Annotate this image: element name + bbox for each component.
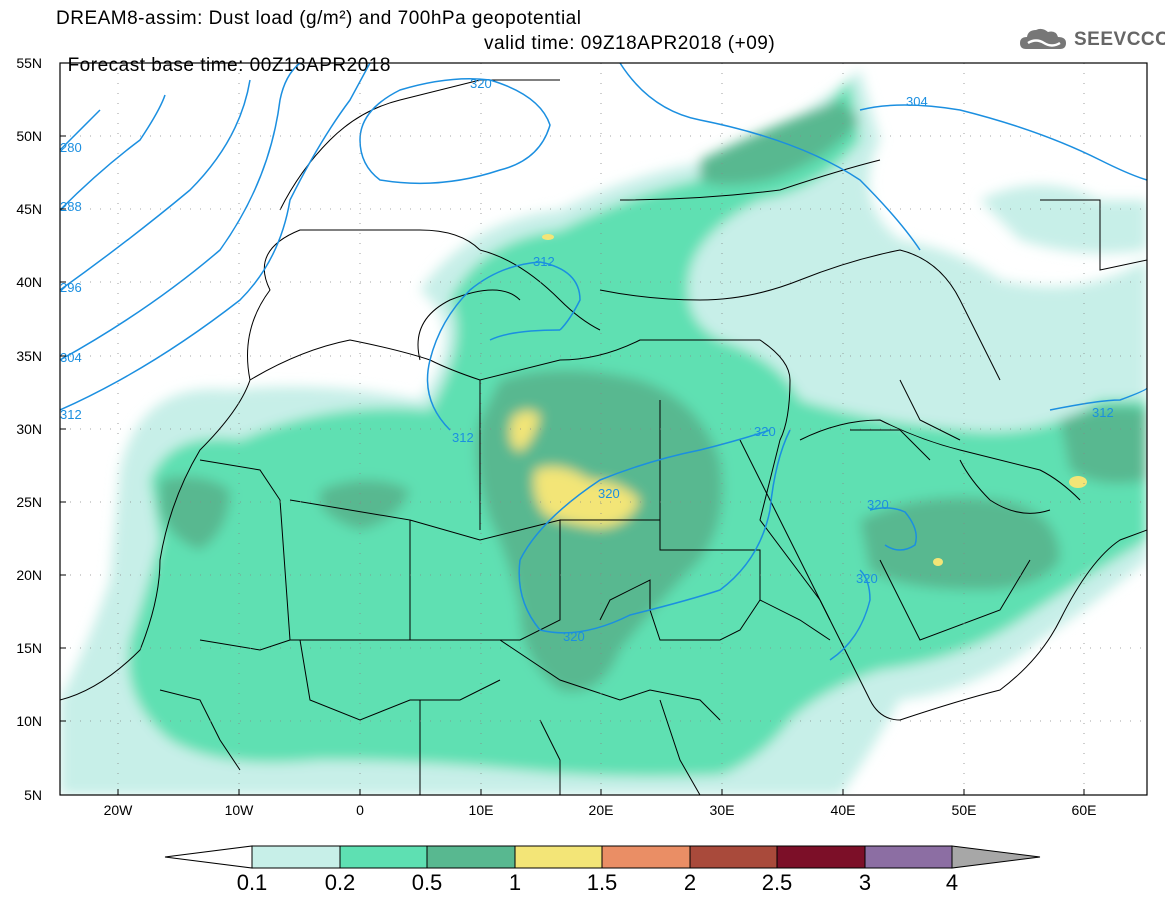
gridlines — [60, 63, 1147, 795]
colorbar-label: 0.5 — [411, 870, 443, 895]
lon-label: 30E — [710, 802, 735, 818]
contour-label: 304 — [60, 350, 82, 365]
base-time: Forecast base time: 00Z18APR2018 — [67, 55, 391, 76]
lat-label: 35N — [16, 348, 42, 364]
dust-field-yellow — [509, 410, 540, 452]
contour-label: 312 — [60, 407, 82, 422]
coastlines-and-borders — [60, 79, 1147, 795]
contour-label: 312 — [533, 254, 555, 269]
colorbar-high-arrow — [951, 845, 1041, 869]
contour-label: 288 — [60, 199, 82, 214]
dust-field-dark — [476, 370, 723, 692]
colorbar-swatch — [601, 845, 691, 869]
contour-label-group: 320 304 312 320 312 312 320 320 320 320 … — [60, 76, 1114, 644]
colorbar-swatch — [864, 845, 953, 869]
lat-label: 20N — [16, 567, 42, 583]
colorbar-label: 3 — [858, 870, 872, 895]
contour-label: 312 — [1092, 405, 1114, 420]
cloud-logo-icon — [1020, 28, 1066, 49]
lon-label: 10W — [225, 802, 255, 818]
lat-label: 55N — [16, 55, 42, 71]
colorbar-swatch — [339, 845, 428, 869]
contour-label: 320 — [856, 571, 878, 586]
valid-time: valid time: 09Z18APR2018 (+09) — [484, 33, 776, 54]
dust-field-dark — [700, 100, 860, 185]
colorbar-label: 2 — [683, 870, 697, 895]
contour-label: 296 — [60, 280, 82, 295]
lat-label: 10N — [16, 713, 42, 729]
lat-label: 25N — [16, 494, 42, 510]
contour-label: 280 — [60, 140, 82, 155]
dust-field-dark — [860, 497, 1060, 590]
lat-label: 5N — [24, 787, 42, 803]
dust-fields — [60, 70, 1147, 795]
lon-label: 20W — [104, 802, 134, 818]
lon-label: 0 — [356, 802, 364, 818]
contour-label: 304 — [906, 94, 928, 109]
lat-label: 45N — [16, 201, 42, 217]
colorbar-swatch — [251, 845, 341, 869]
colorbar-label: 0.2 — [324, 870, 356, 895]
longitude-labels: 20W 10W 0 10E 20E 30E 40E 50E 60E — [104, 802, 1097, 818]
dust-field-yellow — [1069, 476, 1087, 488]
dust-field-yellow — [542, 234, 554, 240]
colorbar-label: 2.5 — [761, 870, 793, 895]
colorbar — [164, 845, 1041, 869]
colorbar-label: 1.5 — [586, 870, 618, 895]
latitude-labels: 55N 50N 45N 40N 35N 30N 25N 20N 15N 10N … — [16, 55, 42, 803]
colorbar-low-arrow — [164, 845, 253, 869]
colorbar-label: 4 — [945, 870, 959, 895]
lat-label: 40N — [16, 274, 42, 290]
contour-label: 312 — [452, 430, 474, 445]
map-title: DREAM8-assim: Dust load (g/m²) and 700hP… — [56, 8, 582, 29]
dust-field-yellow — [533, 466, 640, 528]
lon-label: 40E — [831, 802, 856, 818]
contour-label: 320 — [867, 497, 889, 512]
colorbar-swatch — [514, 845, 603, 869]
lat-label: 30N — [16, 421, 42, 437]
logo-text: SEEVCCC — [1074, 29, 1165, 50]
contour-label: 320 — [563, 629, 585, 644]
dust-field-yellow — [933, 558, 943, 566]
seevccc-logo: SEEVCCC — [1018, 25, 1165, 55]
colorbar-label: 0.1 — [236, 870, 268, 895]
forecast-times: Forecast base time: 00Z18APR2018 valid t… — [56, 33, 775, 99]
axis-ticks — [60, 62, 1085, 795]
lon-label: 50E — [952, 802, 977, 818]
lon-label: 10E — [469, 802, 494, 818]
dust-field-dark — [1060, 406, 1147, 484]
lat-label: 15N — [16, 640, 42, 656]
colorbar-swatch — [689, 845, 778, 869]
lon-label: 20E — [589, 802, 614, 818]
geopotential-contours — [60, 63, 1147, 661]
lon-label: 60E — [1072, 802, 1097, 818]
dust-field-light — [980, 185, 1147, 254]
colorbar-swatch — [776, 845, 866, 869]
dust-field-dark — [320, 480, 410, 530]
colorbar-swatch — [426, 845, 516, 869]
contour-label: 320 — [754, 424, 776, 439]
lat-label: 50N — [16, 128, 42, 144]
contour-label: 320 — [598, 486, 620, 501]
colorbar-label: 1 — [508, 870, 522, 895]
